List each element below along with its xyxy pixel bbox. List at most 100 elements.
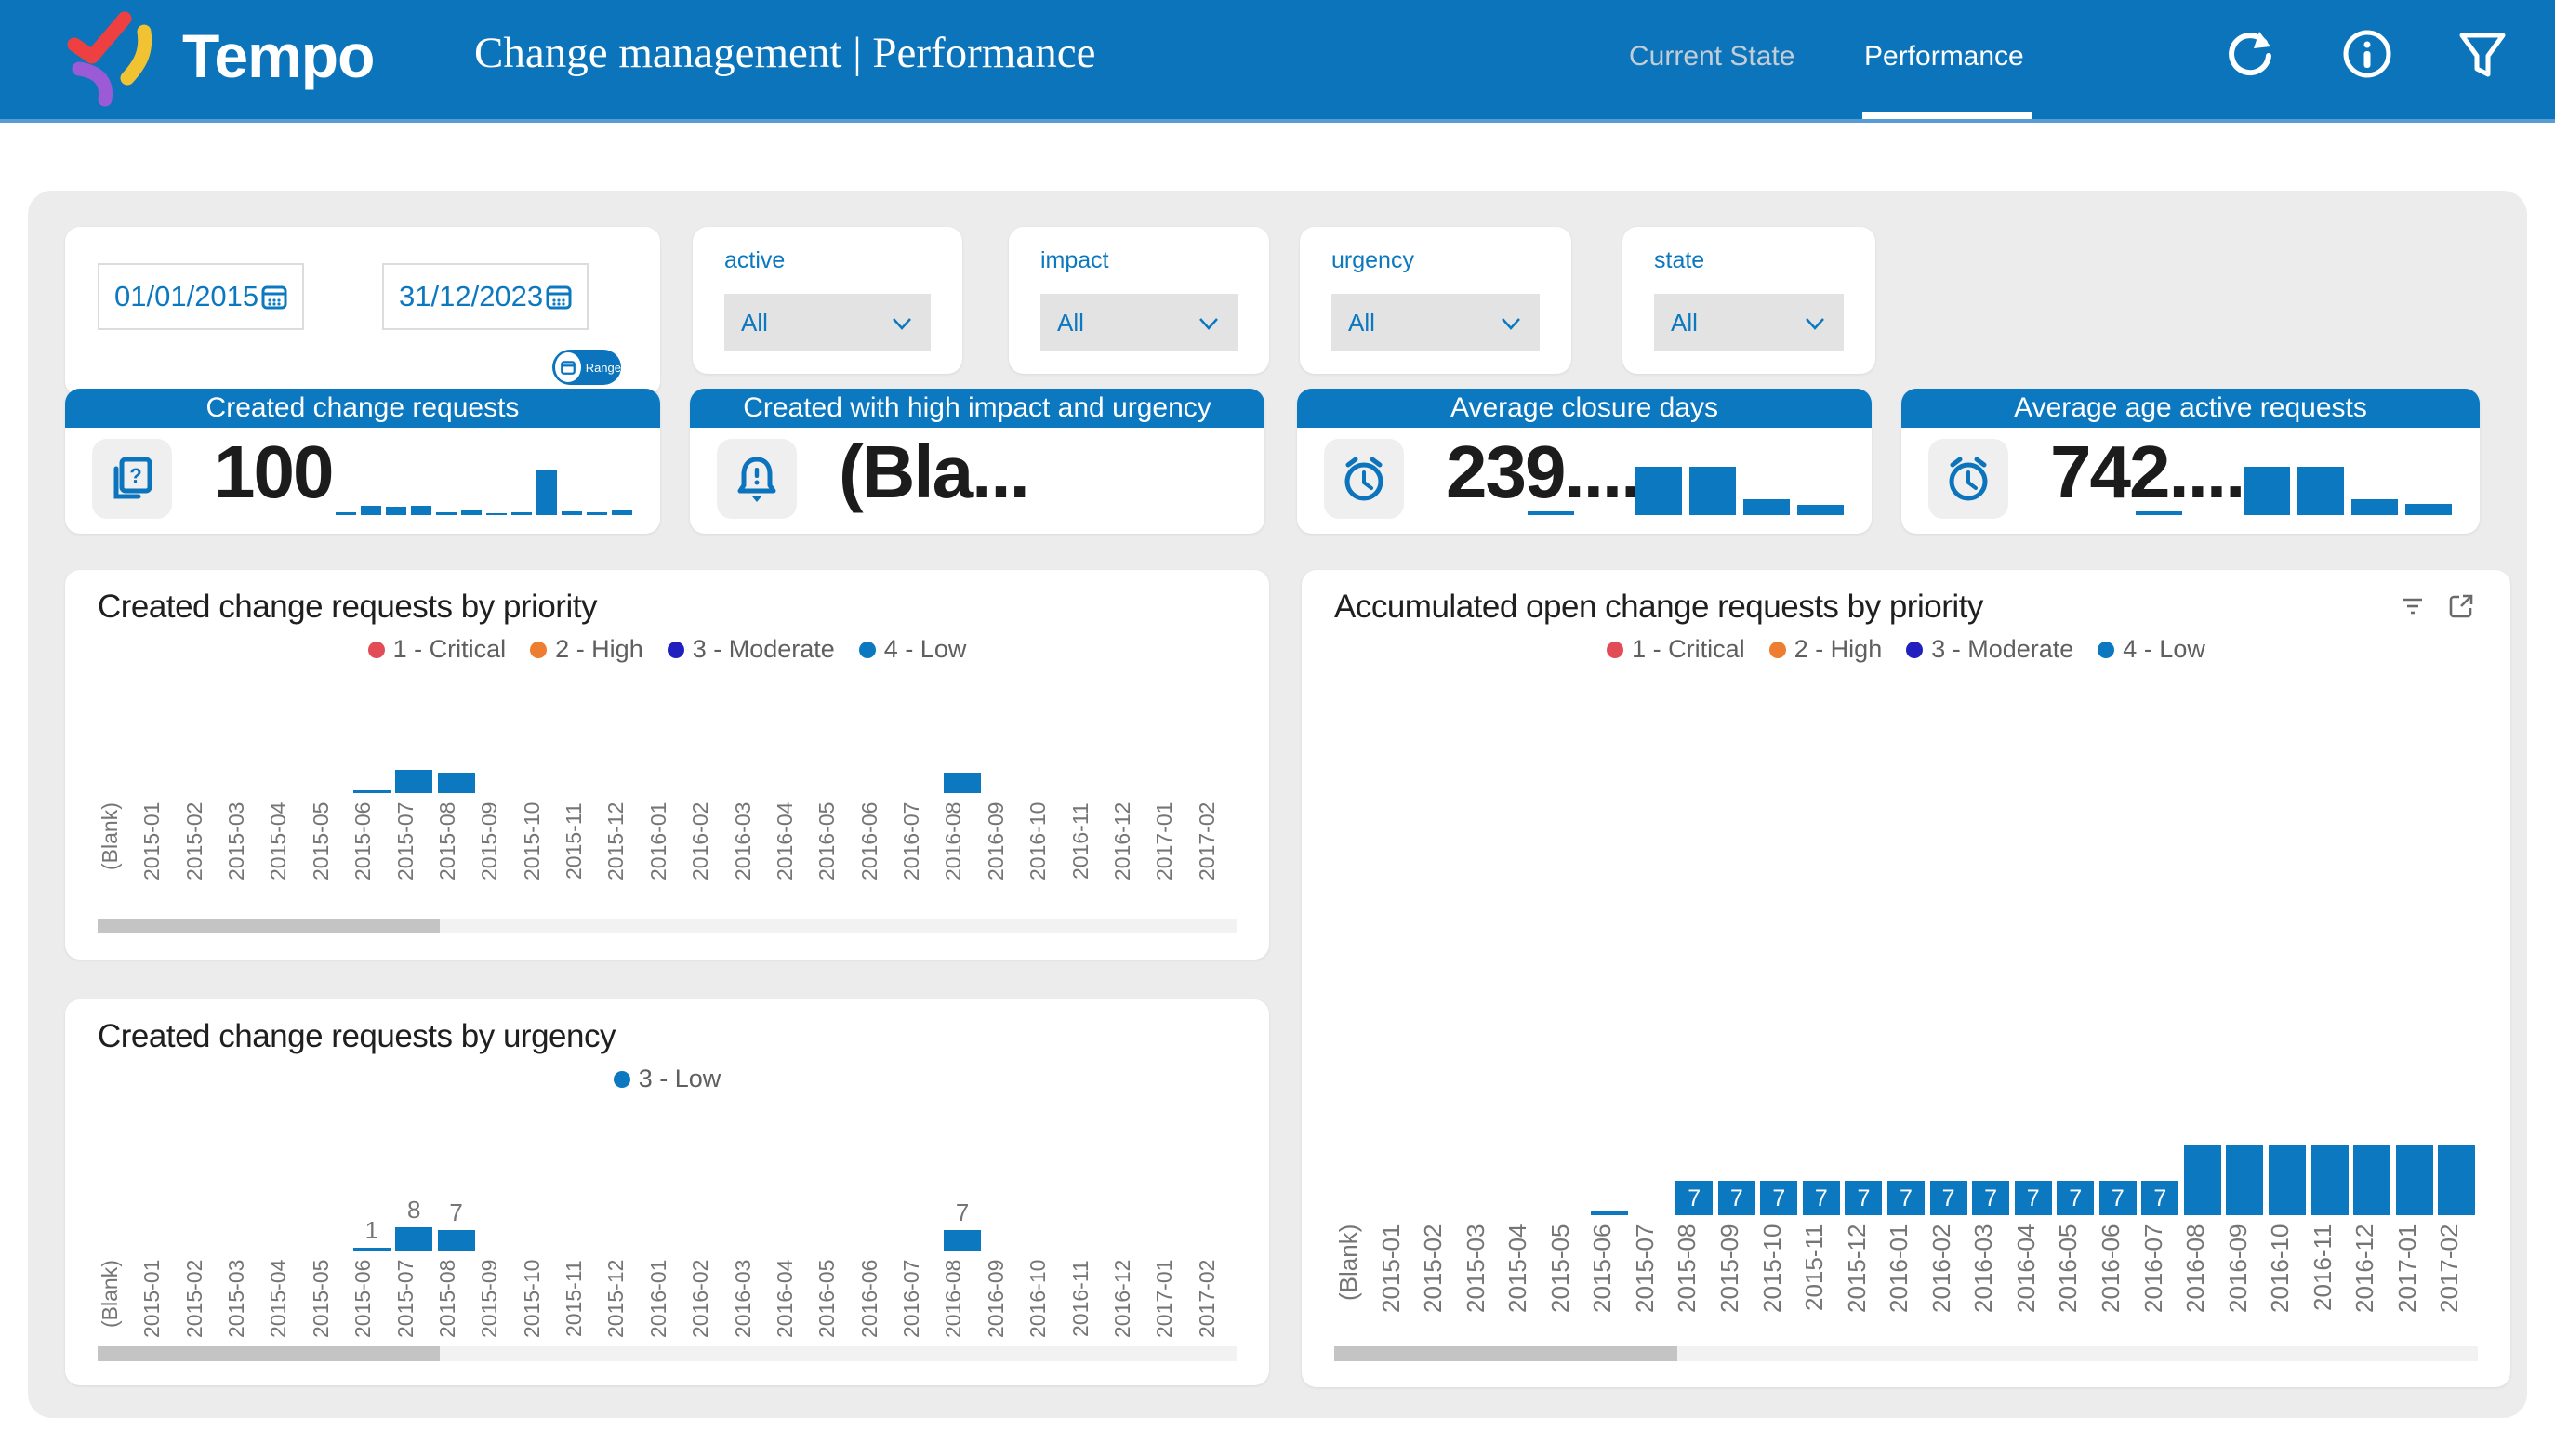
legend-item[interactable]: 4 - Low	[2098, 635, 2205, 664]
bar-2016-01[interactable]	[1887, 1181, 1925, 1215]
visual-filters-icon[interactable]	[2399, 592, 2427, 620]
sparkline-bar	[386, 507, 406, 515]
x-tick-2015-05: 2015-05	[308, 802, 333, 881]
bar-2016-10[interactable]	[2269, 1145, 2306, 1215]
bar-label: 7	[1729, 1185, 1743, 1211]
start-date-input[interactable]: 01/01/2015	[98, 263, 304, 330]
bar-2016-04[interactable]	[2014, 1181, 2052, 1215]
bar-2015-08[interactable]	[437, 1230, 475, 1251]
kpi-value: 239....	[1446, 430, 1641, 513]
state-filter-select[interactable]: All	[1654, 294, 1844, 351]
tab-current-state[interactable]: Current State	[1629, 41, 1795, 72]
bar-2015-06[interactable]	[352, 790, 391, 793]
legend-label: 1 - Critical	[1632, 635, 1745, 663]
bar-2017-02[interactable]	[2438, 1145, 2476, 1215]
bar-2015-11[interactable]	[1802, 1181, 1840, 1215]
chevron-down-icon	[1806, 318, 1824, 330]
legend-dot	[367, 641, 385, 658]
sparkline-bar	[411, 506, 431, 515]
kpi-sparkline	[2136, 463, 2452, 515]
info-icon[interactable]	[2341, 28, 2393, 80]
sparkline-bar	[536, 470, 557, 515]
x-tick-2016-01: 2016-01	[645, 802, 670, 881]
refresh-icon[interactable]	[2224, 28, 2276, 80]
x-tick-2016-05: 2016-05	[814, 802, 840, 881]
end-date-input[interactable]: 31/12/2023	[382, 263, 589, 330]
sparkline-bar	[2244, 467, 2290, 515]
x-tick-2015-06: 2015-06	[1588, 1224, 1617, 1314]
bar-2015-06[interactable]	[352, 1248, 391, 1251]
x-tick-2015-07: 2015-07	[392, 1260, 417, 1339]
kpi-title: Average age active requests	[1901, 389, 2480, 428]
chart-accumulated-open-by-priority: Accumulated open change requests by prio…	[1302, 570, 2510, 1387]
legend-item[interactable]: 2 - High	[530, 635, 643, 664]
legend-label: 1 - Critical	[392, 635, 507, 663]
kpi-title: Average closure days	[1297, 389, 1872, 428]
impact-filter-select[interactable]: All	[1040, 294, 1238, 351]
legend-item[interactable]: 1 - Critical	[1607, 635, 1745, 664]
x-tick-2015-01: 2015-01	[1376, 1224, 1405, 1314]
bar-2016-09[interactable]	[2226, 1145, 2264, 1215]
bar-2016-07[interactable]	[2141, 1181, 2179, 1215]
sparkline-bar	[1635, 467, 1682, 515]
x-tick-2016-03: 2016-03	[1969, 1224, 1998, 1314]
chart-created-by-priority: Created change requests by priority 1 - …	[65, 570, 1269, 960]
x-tick-(Blank): (Blank)	[98, 1260, 122, 1328]
bar-2015-06[interactable]	[1591, 1211, 1629, 1215]
bar-2016-03[interactable]	[1972, 1181, 2010, 1215]
end-date-value: 31/12/2023	[399, 280, 544, 312]
bar-2015-07[interactable]	[395, 770, 433, 793]
legend-item[interactable]: 3 - Low	[613, 1065, 721, 1093]
x-tick-2015-09: 2015-09	[1715, 1224, 1743, 1314]
x-scrollbar-thumb[interactable]	[1334, 1346, 1677, 1361]
bar-2017-01[interactable]	[2395, 1145, 2433, 1215]
calendar-icon	[546, 285, 572, 310]
filter-label: state	[1654, 247, 1705, 273]
x-tick-2016-06: 2016-06	[2097, 1224, 2125, 1314]
bar-label: 7	[2111, 1185, 2125, 1211]
chevron-down-icon	[1502, 318, 1520, 330]
bar-2015-07[interactable]	[395, 1227, 433, 1251]
bar-2015-08[interactable]	[1675, 1181, 1714, 1215]
x-tick-2015-07: 2015-07	[392, 802, 417, 881]
kpi-title: Created with high impact and urgency	[690, 389, 1264, 428]
bar-2016-08[interactable]	[944, 773, 982, 793]
x-scrollbar-thumb[interactable]	[98, 919, 440, 933]
filter-icon[interactable]	[2456, 28, 2509, 80]
urgency-filter-select[interactable]: All	[1331, 294, 1540, 351]
filter-card-urgency: urgency All	[1300, 227, 1571, 374]
legend-dot	[2098, 641, 2115, 658]
focus-mode-icon[interactable]	[2447, 592, 2475, 620]
bar-2016-05[interactable]	[2057, 1181, 2095, 1215]
bar-2015-12[interactable]	[1845, 1181, 1883, 1215]
bar-2015-09[interactable]	[1717, 1181, 1755, 1215]
tab-performance[interactable]: Performance	[1864, 41, 2024, 72]
chart-title: Created change requests by urgency	[98, 1018, 616, 1054]
bar-2016-08[interactable]	[2183, 1145, 2221, 1215]
legend-item[interactable]: 2 - High	[1768, 635, 1882, 664]
filter-label: impact	[1040, 247, 1109, 273]
brand-name: Tempo	[182, 21, 375, 90]
bar-2016-08[interactable]	[944, 1230, 982, 1251]
bar-2016-12[interactable]	[2353, 1145, 2391, 1215]
bar-2016-02[interactable]	[1929, 1181, 1967, 1215]
bar-2016-11[interactable]	[2310, 1145, 2349, 1215]
chevron-down-icon	[893, 318, 911, 330]
legend-item[interactable]: 4 - Low	[858, 635, 966, 664]
bar-2016-06[interactable]	[2098, 1181, 2137, 1215]
x-tick-2015-12: 2015-12	[603, 1260, 629, 1339]
x-tick-2015-02: 2015-02	[181, 802, 206, 881]
x-scrollbar-thumb[interactable]	[98, 1346, 440, 1361]
legend-item[interactable]: 1 - Critical	[367, 635, 507, 664]
legend-item[interactable]: 3 - Moderate	[667, 635, 835, 664]
bar-2015-10[interactable]	[1760, 1181, 1798, 1215]
range-mode-button[interactable]: Range	[552, 350, 621, 385]
active-filter-select[interactable]: All	[724, 294, 931, 351]
kpi-sparkline	[336, 463, 632, 515]
x-tick-2015-12: 2015-12	[1842, 1224, 1871, 1314]
bar-2015-08[interactable]	[437, 773, 475, 793]
x-tick-2015-12: 2015-12	[603, 802, 629, 881]
x-tick-2016-07: 2016-07	[2138, 1224, 2167, 1314]
bar-label: 7	[1814, 1185, 1828, 1211]
legend-item[interactable]: 3 - Moderate	[1906, 635, 2073, 664]
